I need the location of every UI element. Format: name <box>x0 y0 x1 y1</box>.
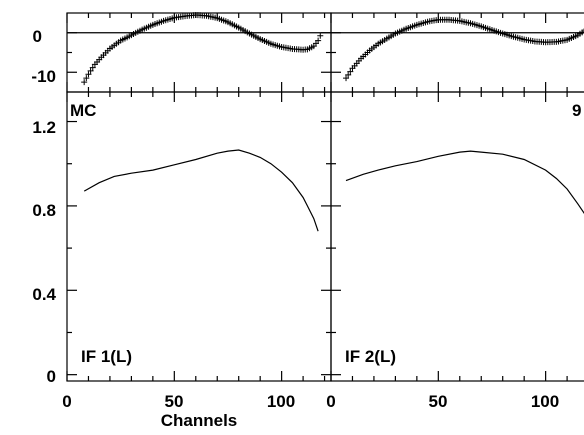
residual-y-tick-label: -10 <box>31 67 56 86</box>
residual-points <box>81 11 584 86</box>
x-tick-label: 50 <box>429 392 448 411</box>
main-y-tick-label: 0 <box>47 367 56 386</box>
panel-label-if1: IF 1(L) <box>81 347 132 366</box>
residual-point <box>315 37 322 44</box>
source-tag-right: 9 <box>572 101 581 120</box>
fit-line <box>345 150 584 215</box>
panel-label-if2: IF 2(L) <box>345 347 396 366</box>
residual-point <box>347 68 354 75</box>
main-y-tick-label: 1.2 <box>32 118 56 137</box>
fit-line <box>83 149 319 232</box>
x-tick-label: 0 <box>326 392 335 411</box>
source-tag-left: MC <box>70 101 96 120</box>
x-axis-title: Channels <box>161 411 238 430</box>
residual-point <box>83 75 90 82</box>
residual-point <box>345 71 352 78</box>
main-frame-2 <box>330 91 584 382</box>
residual-point <box>81 79 88 86</box>
residual-point <box>579 29 584 36</box>
residual-point <box>85 71 92 78</box>
residual-point <box>343 75 350 82</box>
residual-point <box>87 67 94 74</box>
x-tick-label: 0 <box>62 392 71 411</box>
main-y-tick-label: 0.4 <box>32 285 56 304</box>
residual-point <box>89 64 96 71</box>
residual-y-tick-label: 0 <box>33 27 42 46</box>
x-tick-label: 100 <box>267 392 295 411</box>
residual-point <box>581 27 584 34</box>
fit-lines <box>83 149 584 232</box>
panel-frames <box>66 12 584 382</box>
residual-point <box>317 32 324 39</box>
main-y-tick-label: 0.8 <box>32 201 56 220</box>
x-tick-label: 50 <box>165 392 184 411</box>
x-tick-label: 100 <box>531 392 559 411</box>
tick-marks <box>66 13 568 381</box>
main-frame-1 <box>66 91 332 382</box>
